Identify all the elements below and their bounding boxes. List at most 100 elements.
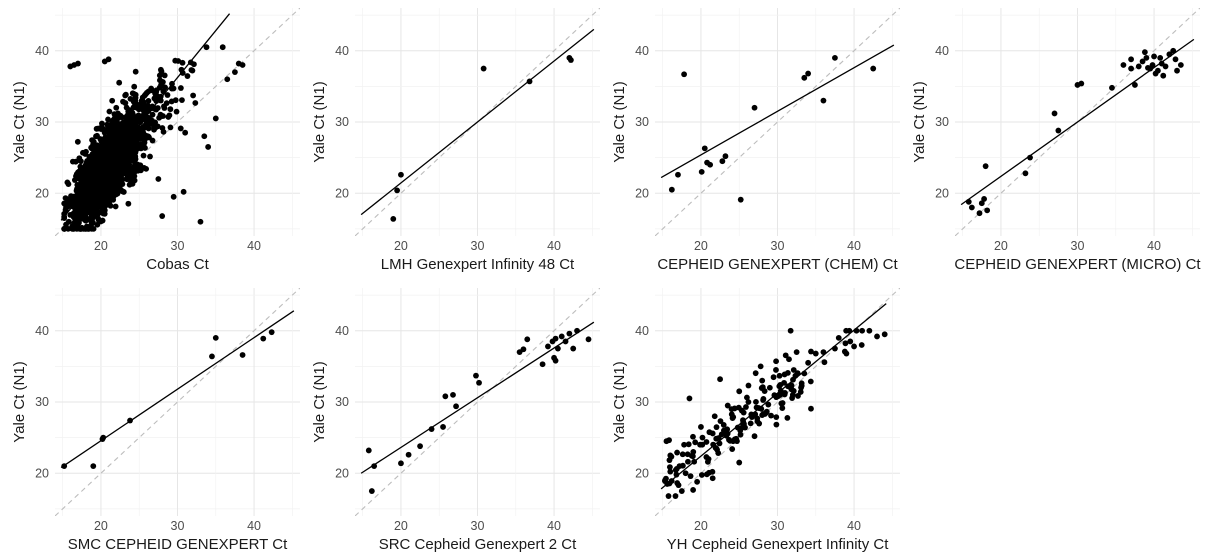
- data-point: [713, 424, 720, 431]
- data-point: [132, 97, 139, 104]
- data-point: [1078, 80, 1085, 87]
- data-point: [752, 370, 759, 377]
- data-point: [689, 453, 696, 460]
- x-tick-label: 30: [771, 519, 785, 533]
- data-point: [157, 77, 163, 84]
- data-point: [450, 391, 456, 398]
- data-point: [105, 123, 112, 130]
- data-point: [737, 427, 744, 434]
- data-point: [784, 369, 791, 376]
- data-point: [120, 119, 127, 126]
- data-point: [666, 464, 673, 470]
- data-point: [118, 179, 124, 186]
- data-point: [763, 409, 769, 416]
- data-point: [130, 104, 137, 111]
- data-point: [109, 97, 116, 104]
- data-point: [745, 382, 752, 389]
- data-point: [112, 162, 119, 169]
- data-point: [121, 145, 128, 151]
- data-point: [109, 127, 116, 134]
- data-point: [773, 358, 779, 365]
- data-point: [760, 396, 767, 402]
- fit-line: [960, 38, 1195, 206]
- data-point: [720, 421, 727, 428]
- data-point: [113, 104, 120, 111]
- data-point: [807, 378, 814, 385]
- data-point: [1135, 63, 1142, 70]
- data-point: [705, 456, 712, 462]
- x-tick-label: 20: [694, 239, 708, 253]
- data-point: [179, 59, 186, 66]
- data-point: [149, 111, 156, 118]
- data-point: [268, 329, 275, 336]
- data-point: [713, 435, 720, 442]
- data-point: [180, 188, 187, 195]
- data-point: [116, 135, 123, 142]
- data-point: [745, 399, 752, 405]
- data-point: [724, 402, 731, 409]
- data-point: [722, 153, 729, 160]
- x-tick-label: 30: [1071, 239, 1085, 253]
- panel-5: 20 30 40 20 30 40 SMC CEPHEID GENEXPERT Ct Yale…: [11, 288, 300, 553]
- data-point: [177, 85, 184, 91]
- data-point: [197, 218, 204, 225]
- data-point: [85, 165, 91, 171]
- data-point: [142, 145, 148, 151]
- data-point: [164, 92, 171, 98]
- data-point: [788, 386, 795, 393]
- data-point: [127, 142, 134, 149]
- y-tick-label: 40: [35, 44, 49, 58]
- data-point: [1172, 56, 1179, 63]
- x-tick-label: 30: [471, 519, 485, 533]
- data-point: [203, 44, 210, 51]
- data-point: [787, 327, 794, 334]
- data-point: [1139, 58, 1146, 65]
- data-point: [808, 405, 814, 412]
- data-point: [94, 221, 101, 228]
- data-point: [78, 205, 85, 212]
- data-point: [666, 457, 673, 464]
- data-point: [114, 190, 121, 197]
- data-point: [687, 473, 694, 480]
- data-point: [881, 331, 888, 338]
- x-axis-title: SRC Cepheid Genexpert 2 Ct: [379, 536, 577, 553]
- plot-area: [55, 8, 300, 236]
- x-tick-label: 40: [847, 239, 861, 253]
- data-point: [968, 204, 975, 211]
- data-point: [153, 106, 160, 113]
- data-point: [668, 186, 675, 193]
- data-point: [125, 200, 132, 207]
- gridlines: [355, 8, 600, 236]
- data-point: [143, 124, 150, 130]
- fit-line: [60, 13, 231, 221]
- x-tick-label: 40: [547, 239, 561, 253]
- data-point: [676, 463, 683, 470]
- data-point: [120, 154, 126, 161]
- fit-line: [660, 303, 887, 490]
- data-point: [142, 136, 148, 143]
- data-point: [107, 147, 114, 154]
- data-point: [161, 72, 168, 79]
- x-axis-title: SMC CEPHEID GENEXPERT Ct: [68, 536, 288, 553]
- data-point: [86, 223, 93, 230]
- data-point: [711, 413, 718, 420]
- identity-line: [55, 288, 300, 516]
- data-point: [751, 433, 758, 440]
- x-tick-label: 30: [771, 239, 785, 253]
- gridlines: [55, 288, 300, 516]
- data-point: [173, 108, 180, 115]
- data-point: [167, 124, 174, 131]
- data-point: [137, 167, 144, 174]
- data-point: [1109, 84, 1115, 91]
- data-point: [524, 336, 531, 343]
- data-point: [139, 127, 146, 134]
- data-point: [682, 470, 689, 477]
- data-point: [112, 180, 118, 187]
- data-point: [119, 125, 126, 132]
- data-point: [1174, 67, 1180, 74]
- x-tick-label: 30: [171, 239, 185, 253]
- data-point: [61, 200, 68, 207]
- y-axis-title: Yale Ct (N1): [911, 81, 928, 162]
- data-point: [766, 384, 773, 391]
- data-point: [667, 452, 674, 459]
